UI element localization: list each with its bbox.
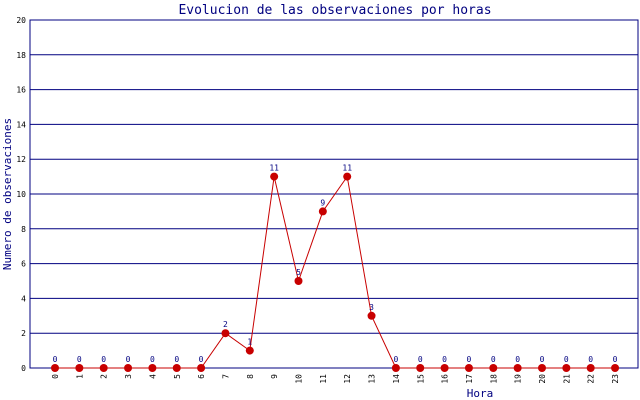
x-tick-label: 7 (221, 374, 230, 379)
data-point (270, 172, 279, 181)
series-polyline (55, 175, 616, 369)
data-label: 5 (296, 268, 301, 277)
data-point (416, 364, 425, 372)
data-label: 0 (174, 355, 179, 364)
data-label: 0 (588, 355, 593, 364)
data-label: 0 (442, 355, 447, 364)
data-label: 11 (342, 164, 352, 173)
x-tick-label: 1 (75, 374, 84, 379)
y-axis-label: Numero de observaciones (1, 118, 14, 270)
y-tick-label: 20 (16, 16, 26, 25)
data-point (489, 364, 498, 372)
x-tick-label: 9 (270, 374, 279, 379)
x-tick-label: 17 (465, 374, 474, 384)
data-label: 0 (53, 355, 58, 364)
data-point (538, 364, 546, 372)
y-tick-label: 6 (21, 260, 26, 269)
data-point (221, 329, 230, 338)
data-label: 1 (247, 338, 252, 347)
x-tick-label: 11 (319, 374, 328, 384)
chart-title: Evolucion de las observaciones por horas (178, 3, 491, 18)
data-label: 0 (126, 355, 131, 364)
data-label: 0 (150, 355, 155, 364)
x-tick-label: 10 (295, 374, 304, 384)
y-tick-label: 14 (16, 120, 26, 129)
series-line (55, 175, 616, 369)
x-tick-label: 19 (514, 374, 523, 384)
x-tick-label: 21 (562, 374, 571, 384)
data-point (586, 364, 595, 372)
x-tick-label: 4 (148, 374, 157, 379)
y-tick-label: 16 (16, 86, 26, 95)
y-tick-label: 12 (16, 155, 26, 164)
data-label: 11 (269, 164, 279, 173)
x-tick-label: 6 (197, 374, 206, 379)
x-tick-label: 14 (392, 374, 401, 384)
x-tick-label: 12 (343, 374, 352, 384)
data-label: 0 (101, 355, 106, 364)
data-label: 0 (199, 355, 204, 364)
data-label: 0 (540, 355, 545, 364)
data-point (245, 346, 254, 355)
x-tick-label: 3 (124, 374, 133, 379)
y-tick-label: 4 (21, 294, 26, 303)
data-label: 9 (320, 198, 325, 207)
data-point (124, 364, 133, 372)
data-point (318, 207, 327, 216)
data-point (367, 311, 376, 320)
x-tick-label: 5 (173, 374, 182, 379)
data-point (343, 172, 352, 181)
data-label: 0 (467, 355, 472, 364)
data-label: 0 (393, 355, 398, 364)
data-point (513, 364, 522, 372)
y-axis-ticks: 0 2 4 6 8 10 12 14 16 18 20 (16, 16, 26, 373)
data-point (391, 364, 400, 372)
data-label: 0 (515, 355, 520, 364)
y-tick-label: 0 (21, 364, 26, 373)
data-point (99, 364, 108, 372)
series-markers (51, 172, 620, 372)
data-point (197, 364, 206, 372)
y-tick-label: 18 (16, 51, 26, 60)
x-tick-label: 20 (538, 374, 547, 384)
data-point (172, 364, 181, 372)
data-point (148, 364, 157, 372)
x-tick-label: 0 (51, 374, 60, 379)
y-tick-label: 8 (21, 225, 26, 234)
data-point (440, 364, 449, 372)
grid-lines (30, 54, 638, 334)
data-label: 0 (613, 355, 618, 364)
data-point (294, 277, 303, 285)
data-label: 0 (418, 355, 423, 364)
data-label: 0 (491, 355, 496, 364)
data-point (75, 364, 84, 372)
data-label: 2 (223, 320, 228, 329)
x-tick-label: 22 (587, 374, 596, 384)
x-axis-label: Hora (467, 387, 494, 400)
data-label: 0 (77, 355, 82, 364)
data-point (562, 364, 571, 372)
data-point (51, 364, 59, 372)
y-tick-label: 2 (21, 329, 26, 338)
data-label: 3 (369, 303, 374, 312)
x-tick-label: 8 (246, 374, 255, 379)
x-tick-label: 15 (416, 374, 425, 384)
x-tick-label: 2 (100, 374, 109, 379)
x-tick-label: 18 (489, 374, 498, 384)
data-point (611, 364, 620, 372)
x-tick-label: 16 (441, 374, 450, 384)
x-tick-label: 13 (368, 374, 377, 384)
data-point (464, 364, 473, 372)
data-label: 0 (564, 355, 569, 364)
x-axis-ticks: 0 1 2 3 4 5 6 7 8 9 10 11 12 13 14 15 16 17 18 19 20 21 22 23 (51, 374, 620, 384)
x-tick-label: 23 (611, 374, 620, 384)
y-tick-label: 10 (16, 190, 26, 199)
